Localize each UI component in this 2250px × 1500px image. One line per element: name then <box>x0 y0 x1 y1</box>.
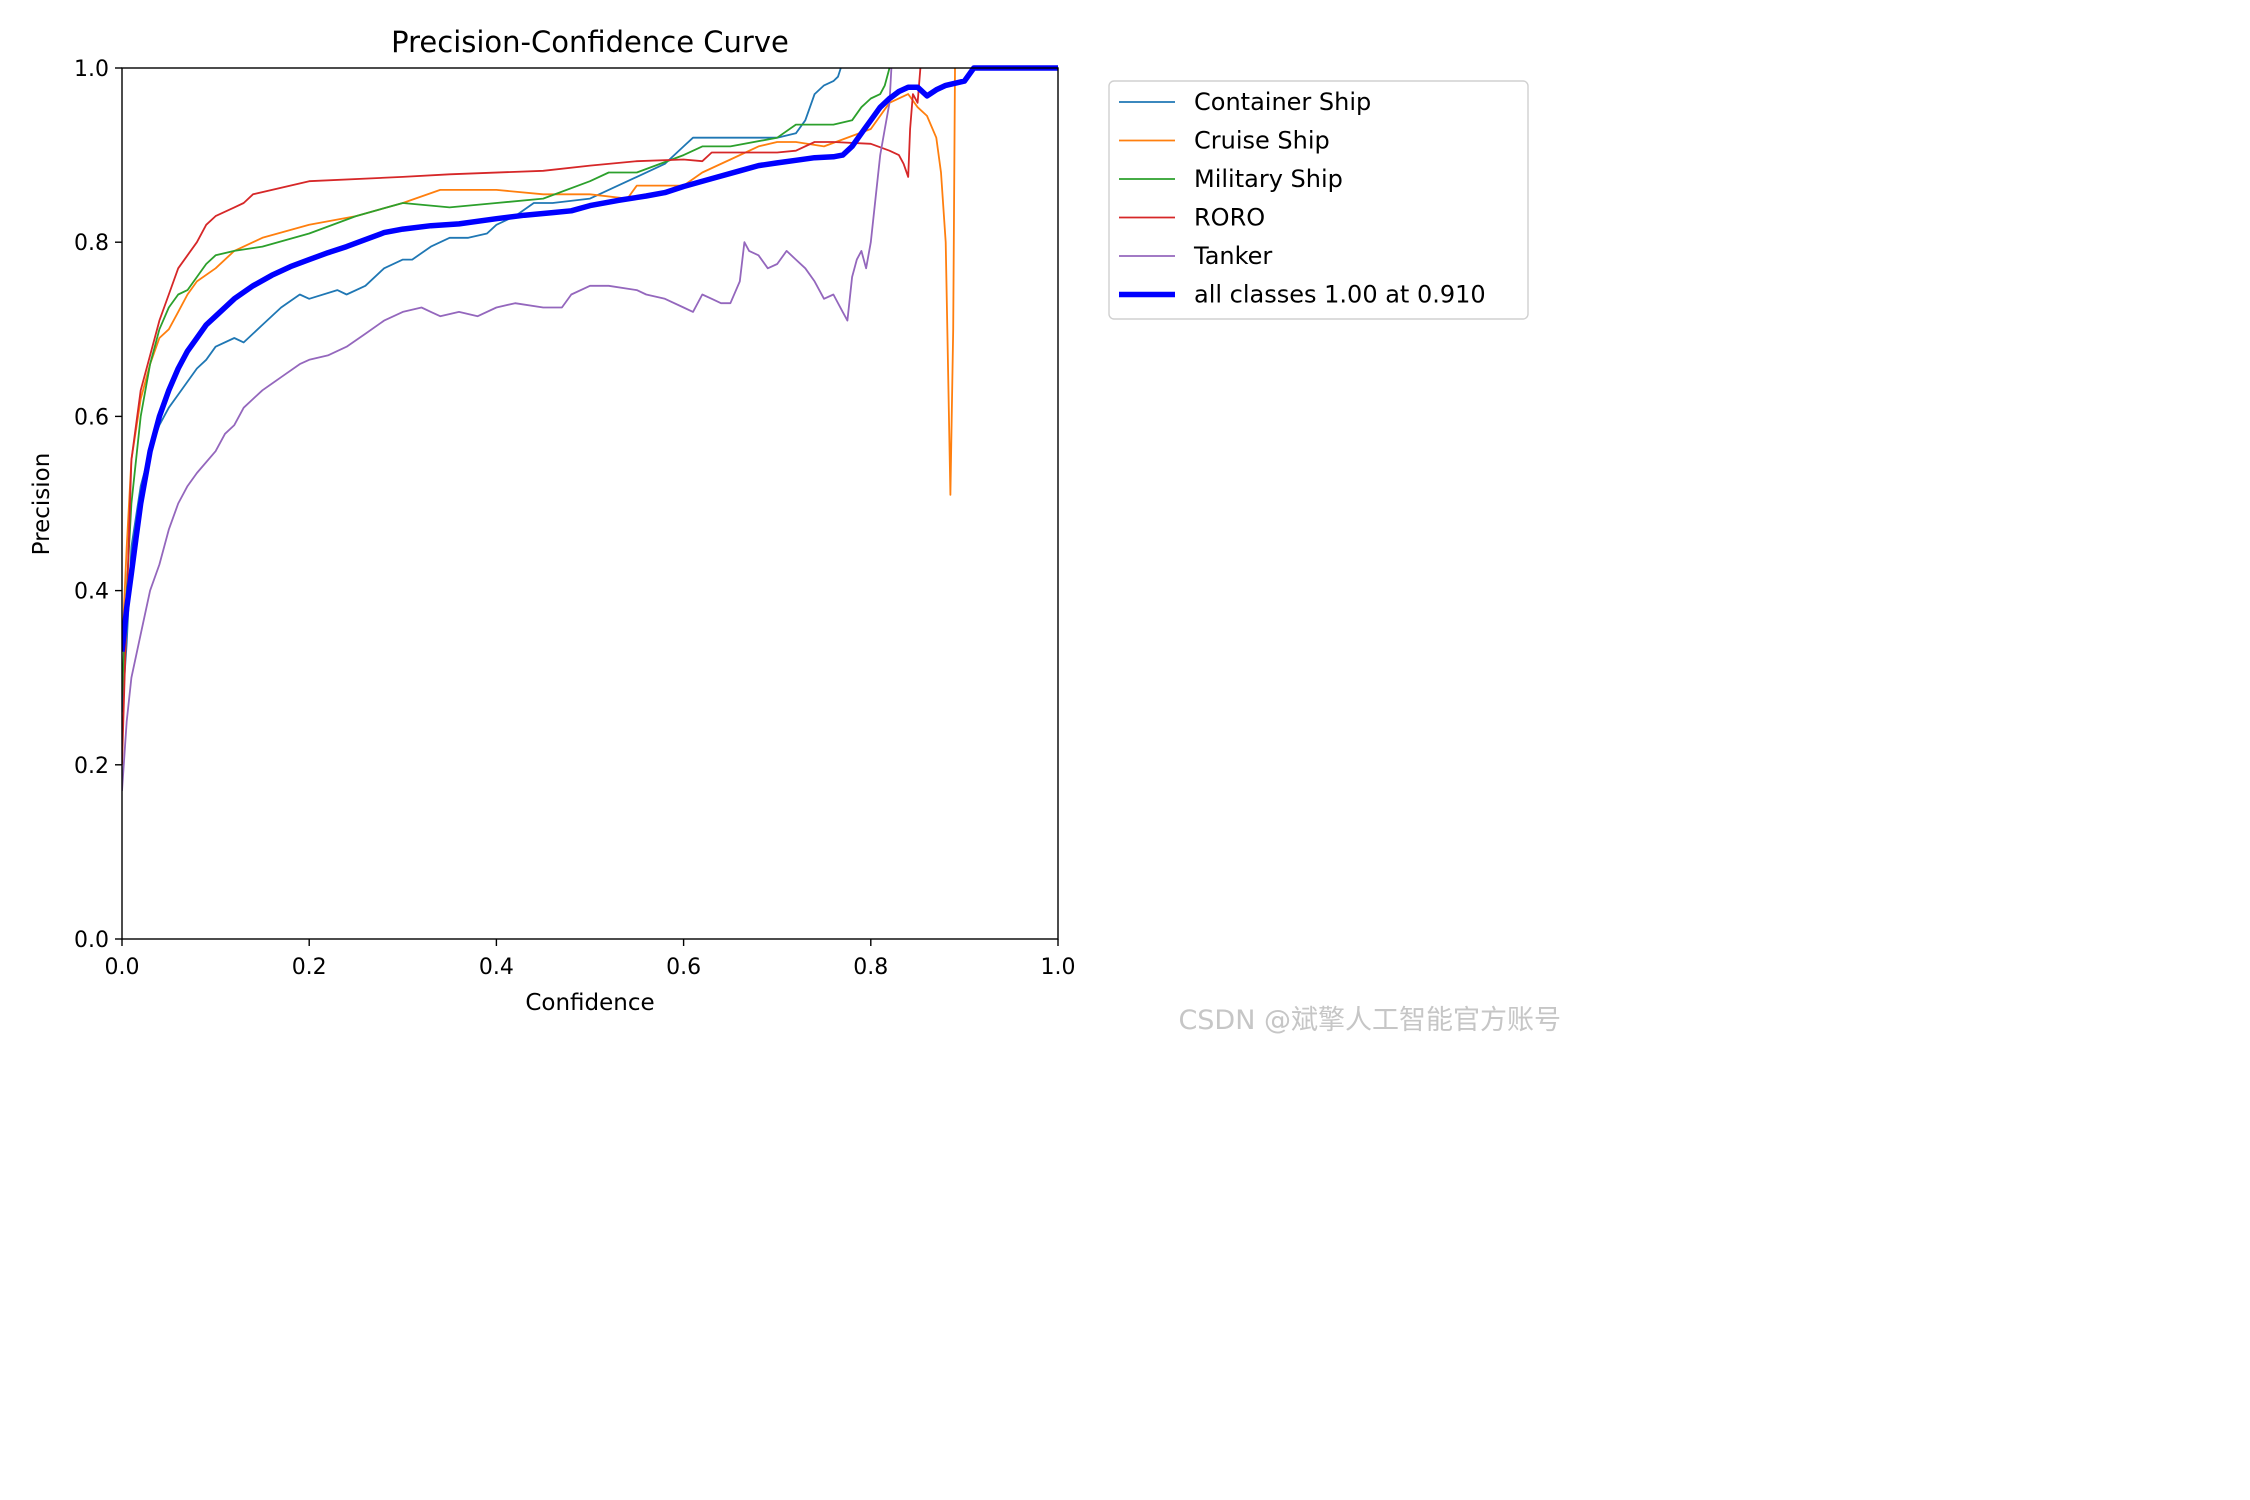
series-layer <box>122 65 1058 791</box>
x-tick-label: 0.4 <box>479 955 514 980</box>
x-tick-label: 1.0 <box>1041 955 1076 980</box>
y-axis: 0.0 0.2 0.4 0.6 0.8 1.0 <box>74 57 122 953</box>
y-tick-label: 0.8 <box>74 231 109 256</box>
legend-label: RORO <box>1194 204 1265 232</box>
x-tick-label: 0.6 <box>666 955 701 980</box>
series-line-cruise-ship <box>122 67 956 652</box>
legend: Container Ship Cruise Ship Military Ship RO… <box>1108 80 1529 320</box>
plot-frame <box>121 67 1059 940</box>
y-tick-label: 1.0 <box>74 57 109 82</box>
x-axis: 0.0 0.2 0.4 0.6 0.8 1.0 <box>105 939 1076 980</box>
series-line-container-ship <box>122 67 842 713</box>
legend-label: Cruise Ship <box>1194 127 1330 155</box>
legend-label: Container Ship <box>1194 88 1371 116</box>
legend-label: Tanker <box>1193 242 1272 270</box>
y-tick-label: 0.4 <box>74 580 109 605</box>
series-line-all-classes-1-00-at-0-910 <box>122 65 1058 652</box>
legend-label: all classes 1.00 at 0.910 <box>1194 281 1486 309</box>
precision-confidence-chart: Precision-Confidence Curve 0.0 0.2 0.4 0.6 0… <box>0 0 1565 1043</box>
series-line-military-ship <box>122 67 891 696</box>
series-line-roro <box>122 67 922 765</box>
series-line-tanker <box>122 67 893 791</box>
y-tick-label: 0.0 <box>74 928 109 953</box>
legend-label: Military Ship <box>1194 165 1343 193</box>
legend-box <box>1108 80 1529 320</box>
y-tick-label: 0.2 <box>74 754 109 779</box>
chart-title: Precision-Confidence Curve <box>391 25 789 59</box>
x-tick-label: 0.2 <box>292 955 327 980</box>
x-axis-label: Confidence <box>525 990 654 1016</box>
x-tick-label: 0.8 <box>853 955 888 980</box>
y-axis-label: Precision <box>29 453 55 556</box>
x-tick-label: 0.0 <box>105 955 140 980</box>
watermark: CSDN @斌擎人工智能官方账号 <box>1178 1005 1561 1036</box>
y-tick-label: 0.6 <box>74 405 109 430</box>
